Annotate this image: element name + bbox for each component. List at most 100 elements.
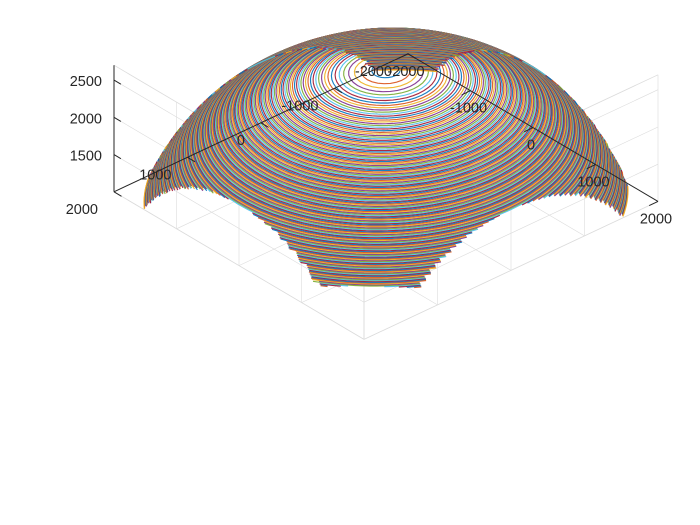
x-tick (648, 200, 659, 207)
surface-contour-line (308, 267, 430, 275)
surface-contour-line (309, 273, 425, 280)
surface-contour-line (298, 258, 442, 268)
x-tick (586, 164, 596, 170)
surface-contour-line (264, 223, 478, 244)
surface-contour-line (287, 243, 457, 256)
z-tick (113, 116, 122, 122)
surface-contour-line (318, 280, 420, 286)
surface-contour-line (271, 226, 479, 244)
surface-contour-line (406, 285, 422, 288)
surface-contour-line (309, 272, 425, 279)
surface-contour-line (280, 238, 463, 253)
y-tick-label: -2000 (355, 64, 392, 80)
surface-contour-line (286, 241, 456, 254)
surface-contour-line (279, 236, 462, 251)
surface-contour-line (143, 178, 149, 210)
surface-contour-line (278, 232, 467, 248)
y-tick (407, 53, 416, 59)
surface-contour-line (311, 277, 427, 285)
surface-contour-line (320, 284, 328, 287)
z-tick (113, 79, 122, 85)
surface-contour-line (311, 277, 427, 284)
surface-contour-line (309, 269, 431, 277)
axes-layer (113, 53, 659, 207)
y-tick (334, 87, 343, 94)
surface-contour-line (310, 275, 426, 282)
x-tick-label: 1000 (577, 175, 609, 191)
surface-contour-line (384, 283, 421, 288)
surface-contour-line (318, 41, 454, 113)
x-tick (398, 53, 409, 59)
surface-contour-line (320, 285, 328, 288)
z-tick (113, 154, 122, 160)
box-edge (363, 201, 659, 340)
surface-layer (143, 27, 629, 289)
z-tick-label: 2500 (70, 74, 102, 90)
surface-contour-line (315, 40, 457, 115)
z-tick-label: 2000 (70, 111, 102, 127)
surface-contour-line (308, 271, 431, 279)
surface-contour-line (306, 264, 436, 273)
surface-contour-line (277, 231, 467, 247)
surface-contour-line (270, 227, 472, 245)
surface-contour-line (297, 256, 441, 266)
surface-contour-line (297, 255, 441, 266)
x-tick-label: -2000 (387, 64, 424, 80)
y-tick (260, 122, 269, 128)
surface-contour-line (307, 265, 437, 273)
surface-contour-line (278, 233, 467, 249)
surface-contour-line (312, 280, 421, 287)
surface-contour-line (299, 259, 435, 269)
surface-contour-line (289, 248, 452, 260)
y-tick-label: 2000 (66, 202, 98, 218)
surface-contour-line (257, 217, 489, 241)
surface-contour-line (288, 247, 452, 259)
box-edge (113, 191, 365, 340)
surface-contour-line (312, 278, 420, 285)
surface-contour-line (622, 186, 629, 217)
surface-contour-line (297, 254, 440, 265)
surface-contour-line (264, 220, 484, 242)
y-tick-label: 0 (237, 133, 245, 149)
y-tick (113, 191, 122, 197)
surface-contour-line (306, 264, 436, 272)
surface-contour-line (288, 244, 451, 257)
surface-contour-line (263, 221, 484, 243)
x-tick (461, 90, 471, 96)
surface-contour-line (271, 228, 473, 246)
x-tick-label: 2000 (640, 211, 672, 227)
z-tick-label: 1500 (70, 149, 102, 165)
surface-contour-line (307, 266, 430, 274)
surface-contour-line (296, 251, 446, 262)
x-tick-label: -1000 (450, 101, 487, 117)
surface-contour-line (398, 284, 421, 288)
y-tick (187, 156, 196, 163)
surface-contour-line (300, 261, 436, 271)
surface-contour-line (295, 250, 445, 261)
surface-contour-line (308, 268, 431, 276)
tick-labels-layer: -2000 -1000 0 1000 2000 -2000 -1000 0 1000 2000 15… (66, 64, 672, 228)
surface-contour-line (311, 276, 426, 283)
x-tick (523, 127, 534, 133)
surface-contour-line (310, 274, 426, 281)
surface-contour-line (296, 252, 446, 263)
surface-contour-line (278, 234, 461, 250)
y-tick-label: 1000 (139, 167, 171, 183)
surface-contour-line (298, 257, 441, 267)
surface-contour-line (309, 270, 431, 278)
y-tick-label: -1000 (281, 98, 318, 114)
surface-contour-line (288, 246, 451, 258)
x-tick-label: 0 (527, 138, 535, 154)
surface-contour-line (319, 282, 349, 287)
surface-contour-line (287, 242, 457, 255)
surface-contour-line (312, 39, 460, 117)
surface-contour-line (414, 286, 422, 289)
surface-contour-line (319, 283, 341, 287)
surface-contour-line (287, 245, 451, 257)
surface-contour-line (279, 237, 462, 252)
surface-contour-line (252, 213, 495, 240)
surface-contour-line (379, 69, 438, 73)
surface-contour-line (299, 260, 435, 270)
